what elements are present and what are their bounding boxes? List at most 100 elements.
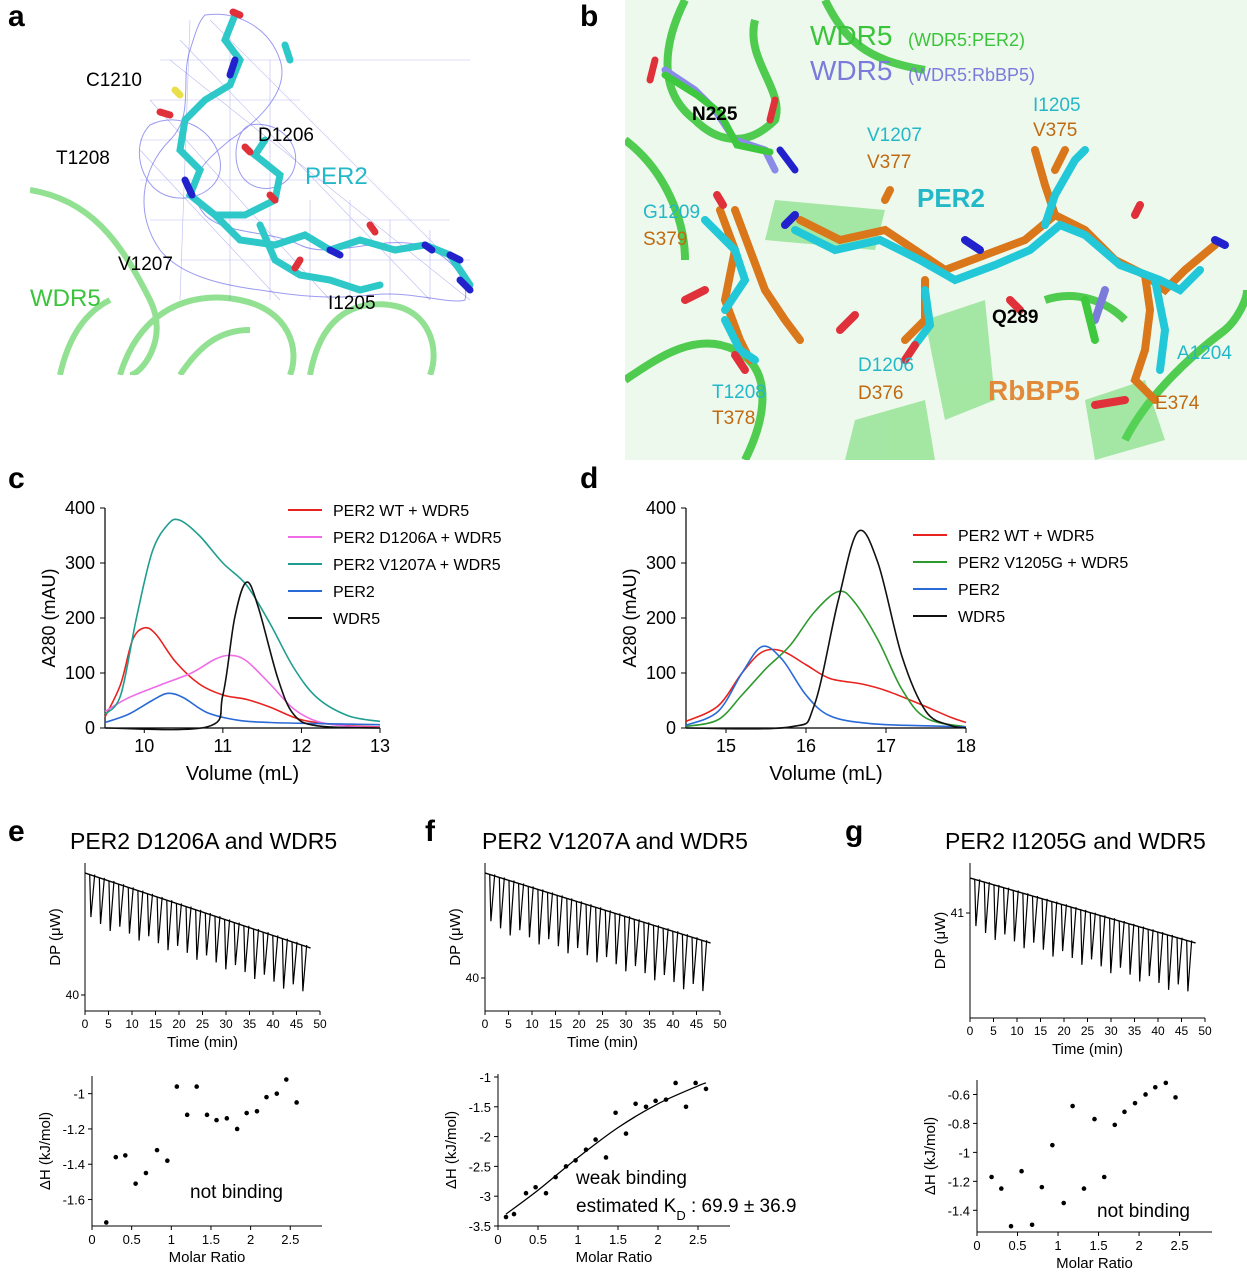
data-point xyxy=(165,1158,170,1164)
data-point xyxy=(1061,1200,1067,1206)
y-tick-label: -1.2 xyxy=(948,1174,970,1189)
injection-peak xyxy=(223,919,231,970)
injection-peak xyxy=(662,928,669,976)
y-tick-label: 400 xyxy=(646,498,676,518)
label-rbbp5: RbBP5 xyxy=(988,375,1080,406)
label-v375: V375 xyxy=(1033,120,1078,141)
injection-peak xyxy=(518,883,525,931)
x-tick-label: 18 xyxy=(956,736,976,756)
data-point xyxy=(224,1116,230,1121)
y-axis-label: DP (μW) xyxy=(47,908,64,966)
data-point xyxy=(143,1170,149,1176)
injection-peak xyxy=(1118,920,1125,968)
label-v1207: V1207 xyxy=(118,254,173,275)
injection-peak xyxy=(185,906,192,953)
annotation-text: not binding xyxy=(1097,1201,1190,1222)
injection-peak xyxy=(633,919,640,967)
injection-peak xyxy=(585,904,592,956)
data-point xyxy=(123,1153,128,1158)
panel-label-f: f xyxy=(425,815,435,848)
label-a1204: A1204 xyxy=(1177,343,1232,364)
x-tick-label: 1 xyxy=(168,1232,175,1247)
x-tick-label: 35 xyxy=(1128,1024,1142,1038)
x-tick-label: 10 xyxy=(125,1017,139,1031)
x-tick-label: 0 xyxy=(82,1017,89,1031)
injection-peak xyxy=(166,900,173,951)
series-line xyxy=(104,518,381,723)
y-tick-label: 40 xyxy=(66,988,80,1002)
data-point xyxy=(1029,1222,1035,1228)
injection-peak xyxy=(214,916,221,963)
y-tick-label: 40 xyxy=(466,971,480,985)
x-tick-label: 45 xyxy=(690,1017,704,1031)
injection-peak xyxy=(498,877,505,929)
x-tick-label: 13 xyxy=(370,736,390,756)
panel-label-c: c xyxy=(8,462,25,495)
x-tick-label: 2.5 xyxy=(689,1232,707,1247)
data-point xyxy=(113,1154,119,1160)
data-point xyxy=(1092,1116,1097,1122)
injection-peak xyxy=(108,880,115,932)
data-point xyxy=(194,1084,199,1089)
y-axis-label: DP (μW) xyxy=(932,912,949,970)
annotation-kd: estimated KD : 69.9 ± 36.9 xyxy=(576,1196,797,1223)
x-tick-label: 1.5 xyxy=(609,1232,627,1247)
injection-peak xyxy=(195,909,202,960)
data-point xyxy=(683,1104,689,1110)
x-tick-label: 0 xyxy=(88,1232,95,1247)
data-point xyxy=(294,1100,299,1105)
series-line xyxy=(104,654,381,729)
label-n225: N225 xyxy=(692,104,738,125)
injection-peak xyxy=(1089,912,1096,960)
itc-thermogram-e: 0 5 10 15 20 25 30 35 40 45 50 Time (min) DP (μW) 40 xyxy=(47,863,327,1051)
label-t1208-b: T1208 xyxy=(712,382,766,403)
x-tick-label: 1.5 xyxy=(202,1232,220,1247)
injection-peak xyxy=(652,925,660,981)
injection-peak xyxy=(537,889,544,945)
data-point xyxy=(673,1080,678,1086)
x-tick-label: 0 xyxy=(482,1017,489,1031)
y-axis-label: ΔH (kJ/mol) xyxy=(37,1112,54,1190)
x-axis-label: Molar Ratio xyxy=(169,1249,246,1266)
x-tick-label: 30 xyxy=(1104,1024,1118,1038)
injection-peak xyxy=(262,932,269,975)
injection-peak xyxy=(1031,895,1039,943)
data-point xyxy=(703,1086,709,1092)
injection-peak xyxy=(623,916,631,972)
injection-peak xyxy=(681,934,688,990)
data-point xyxy=(543,1190,549,1196)
y-tick-label: -1.5 xyxy=(469,1100,491,1115)
x-tick-label: 11 xyxy=(214,736,233,756)
x-tick-label: 20 xyxy=(1057,1024,1071,1038)
x-axis-label: Volume (mL) xyxy=(186,763,299,785)
x-tick-label: 30 xyxy=(619,1017,633,1031)
y-tick-label: -1.6 xyxy=(63,1193,85,1208)
x-axis-label: Time (min) xyxy=(567,1034,638,1051)
injection-peak xyxy=(175,903,183,946)
data-point xyxy=(244,1110,249,1116)
injection-peak xyxy=(701,940,708,992)
y-tick-label: -3.5 xyxy=(469,1219,491,1234)
x-tick-label: 45 xyxy=(290,1017,304,1031)
label-e374: E374 xyxy=(1155,393,1200,414)
series-line xyxy=(685,529,967,730)
injection-peak xyxy=(691,937,698,985)
injection-peak xyxy=(291,941,298,985)
y-tick-label: 200 xyxy=(646,608,676,628)
x-tick-label: 17 xyxy=(876,736,896,756)
data-point xyxy=(663,1097,669,1102)
data-point xyxy=(264,1094,269,1100)
y-tick-label: -1 xyxy=(958,1145,970,1160)
injection-peak xyxy=(556,895,563,947)
injection-peak xyxy=(1041,898,1048,950)
x-tick-label: 20 xyxy=(172,1017,186,1031)
data-point xyxy=(523,1190,529,1196)
injection-peak xyxy=(233,922,240,966)
title-e: PER2 D1206A and WDR5 xyxy=(70,828,338,854)
legend-label: PER2 WT + WDR5 xyxy=(333,503,469,520)
injection-peak xyxy=(1003,887,1010,935)
x-tick-label: 10 xyxy=(134,736,154,756)
data-point xyxy=(533,1184,538,1190)
x-axis-label: Molar Ratio xyxy=(576,1249,653,1266)
